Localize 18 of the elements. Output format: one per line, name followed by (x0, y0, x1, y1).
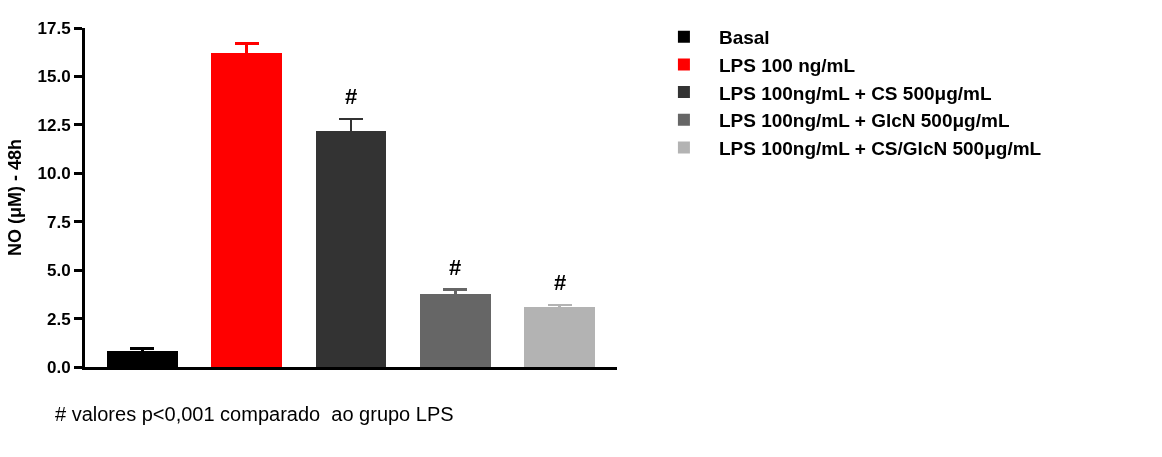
text: # valores p<0,001 comparado ao grupo LPS (55, 403, 454, 425)
legend-label: LPS 100ng/mL + CS/GlcN 500μg/mL (718, 137, 1042, 159)
y-tick-label: 15.0 (37, 67, 71, 87)
y-tick-label: 2.5 (46, 309, 71, 329)
y-tick-label: 7.5 (46, 212, 71, 232)
data-label: # (449, 255, 462, 280)
y-tick-label: 17.5 (37, 18, 71, 38)
data-label: # (554, 270, 567, 295)
y-tick-label: 5.0 (46, 261, 71, 281)
legend-label: LPS 100 ng/mL (718, 54, 856, 76)
y-axis-title: NO (μM) - 48h (4, 138, 25, 257)
legend-label: LPS 100ng/mL + GlcN 500μg/mL (718, 110, 1010, 132)
y-tick-label: 10.0 (37, 164, 71, 184)
data-label: # (345, 84, 358, 109)
y-tick-label: 12.5 (37, 115, 71, 135)
legend-label: LPS 100ng/mL + CS 500μg/mL (718, 82, 992, 104)
y-tick-label: 0.0 (46, 357, 71, 377)
legend-label: Basal (718, 27, 770, 49)
